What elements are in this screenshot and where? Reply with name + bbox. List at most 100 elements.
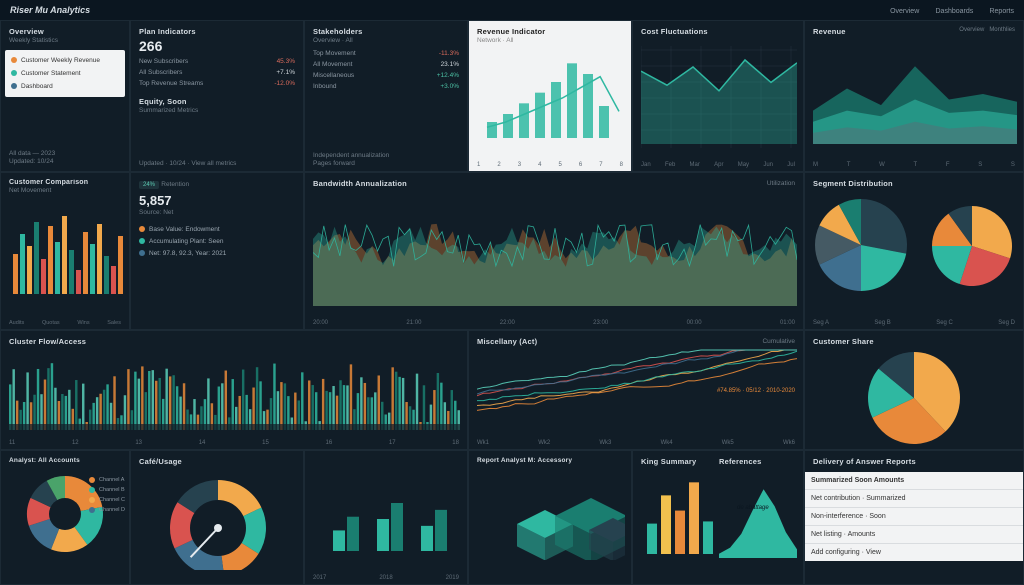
legend-item: Channel B (89, 485, 125, 495)
sidebar-sub: Weekly Statistics (9, 37, 121, 44)
panel-title: Cost Fluctuations (641, 27, 795, 36)
legend-big-label: Source: Net (139, 209, 295, 216)
spectrum-panel: Cluster Flow/Access 1112131415161718 (0, 330, 468, 450)
bars2-hill-panel: King Summary References de abattage (632, 450, 804, 585)
sidebar-card: Customer Weekly RevenueCustomer Statemen… (5, 50, 125, 97)
metrics-panel: Plan Indicators 266 New Subscribers45.3%… (130, 20, 304, 172)
area2-panel: Revenue Overview Monthlies MTWTFSS (804, 20, 1024, 172)
tab-link[interactable]: Monthlies (989, 27, 1015, 33)
panel-title: Equity, Soon (139, 97, 295, 106)
sidebar-item[interactable]: Customer Weekly Revenue (11, 54, 119, 67)
spectrum-chart (9, 346, 461, 432)
panel-title: Revenue (813, 27, 846, 36)
list-row: Miscellaneous+12.4% (313, 70, 459, 81)
panel-title: Report Analyst M: Accessory (477, 457, 623, 464)
legend-panel: 24% Retention 5,857 Source: Net Base Val… (130, 172, 304, 330)
panel-title: Stakeholders (313, 27, 459, 36)
grouped-bar-chart (313, 457, 461, 561)
bar-chart (9, 194, 123, 302)
panel-title: Revenue Indicator (477, 27, 623, 36)
metric-row: All Subscribers+7.1% (139, 67, 295, 78)
bar-chart (641, 466, 719, 562)
sidebar-footer: Updated: 10/24 (9, 158, 121, 165)
panel-sub: Cumulative (762, 338, 795, 346)
retention-badge: 24% (139, 181, 159, 189)
panel-title: Customer Share (813, 337, 1015, 346)
header-link[interactable]: Reports (989, 8, 1014, 15)
bar-panel: Customer Comparison Net Movement AuditsQ… (0, 172, 130, 330)
combo-chart-panel: Revenue Indicator Network · All 12345678 (468, 20, 632, 172)
panel-title: Customer Comparison (9, 179, 121, 186)
panel-title: Bandwidth Annualization (313, 179, 407, 188)
chart-label: #74.85% · 05/12 · 2010-2020 (717, 388, 795, 394)
legend-item: Channel C (89, 495, 125, 505)
table-row[interactable]: Non-interference · Soon (805, 507, 1023, 525)
panel-meta: Pages forward (313, 160, 459, 167)
legend-item: Channel D (89, 505, 125, 515)
panel-title: Miscellany (Act) (477, 337, 537, 346)
hill-badge: de abattage (737, 505, 769, 511)
legend-item: Base Value: Endowment (139, 226, 295, 233)
metric-row: New Subscribers45.3% (139, 56, 295, 67)
brand-title: Riser Mu Analytics (10, 5, 90, 15)
iso-panel: Report Analyst M: Accessory (468, 450, 632, 585)
panel-sub: Utilization (767, 180, 795, 188)
isometric-chart (477, 464, 625, 560)
legend-item: Channel A (89, 475, 125, 485)
table-header: Summarized Soon Amounts (805, 472, 1023, 489)
panel-title: Cluster Flow/Access (9, 337, 459, 346)
table-row[interactable]: Add configuring · View (805, 543, 1023, 561)
legend-item: Net: 97.8, 92.3, Year: 2021 (139, 250, 295, 257)
sidebar-item[interactable]: Dashboard (11, 80, 119, 93)
pie-chart (811, 195, 911, 295)
metric-row: Top Revenue Streams-12.0% (139, 78, 295, 89)
legend-big: 5,857 (139, 193, 295, 208)
gauge-chart (139, 466, 297, 570)
panel-title: Delivery of Answer Reports (813, 457, 1015, 466)
header-bar: Riser Mu Analytics Overview Dashboards R… (0, 0, 1024, 20)
multiline-panel: Miscellany (Act) Cumulative #74.85% · 05… (468, 330, 804, 450)
panel-title: Café/Usage (139, 457, 295, 466)
donut-panel: Analyst: All Accounts Channel AChannel B… (0, 450, 130, 585)
panel-meta: Independent annualization (313, 152, 459, 159)
panel-title: Segment Distribution (813, 179, 1015, 188)
tab-link[interactable]: Overview (959, 27, 984, 33)
panel-sub: Summarized Metrics (139, 107, 295, 114)
stakeholders-panel: Stakeholders Overview · All Top Movement… (304, 20, 468, 172)
badge-label: Retention (161, 181, 189, 188)
sidebar-panel: Overview Weekly Statistics Customer Week… (0, 20, 130, 172)
list-row: All Movement23.1% (313, 59, 459, 70)
stacked-area-chart (813, 36, 1017, 148)
panel-sub: Network · All (477, 37, 623, 44)
table-row[interactable]: Net listing · Amounts (805, 525, 1023, 543)
list-row: Top Movement-11.3% (313, 48, 459, 59)
panel-footer: Updated · 10/24 · View all metrics (139, 160, 236, 167)
panel-title: References (719, 457, 797, 466)
header-link[interactable]: Dashboards (936, 8, 974, 15)
header-links: Overview Dashboards Reports (876, 6, 1014, 15)
panel-title: Plan Indicators (139, 27, 295, 36)
table-panel: Delivery of Answer Reports Summarized So… (804, 450, 1024, 585)
header-link[interactable]: Overview (890, 8, 919, 15)
multi-line-chart (477, 346, 797, 428)
metric-big-value: 266 (139, 38, 295, 54)
grouped-bars-panel: 201720182019 (304, 450, 468, 585)
area-chart (641, 36, 797, 148)
panel-sub: Overview · All (313, 37, 459, 44)
panel-title: King Summary (641, 457, 719, 466)
sidebar-title: Overview (9, 27, 121, 36)
pie-chart (927, 201, 1017, 291)
table-row[interactable]: Net contribution · Summarized (805, 489, 1023, 507)
pies-panel: Segment Distribution Seg ASeg BSeg CSeg … (804, 172, 1024, 330)
pie3-panel: Customer Share (804, 330, 1024, 450)
gauge-panel: Café/Usage (130, 450, 304, 585)
wave-panel: Bandwidth Annualization Utilization 20:0… (304, 172, 804, 330)
pie-chart (859, 346, 969, 444)
legend-item: Accumulating Plant: Seen (139, 238, 295, 245)
area-chart (719, 466, 797, 562)
panel-title: Analyst: All Accounts (9, 457, 121, 464)
list-row: Inbound+3.0% (313, 81, 459, 92)
dense-line-chart (313, 188, 797, 306)
combo-chart (477, 44, 625, 144)
sidebar-item[interactable]: Customer Statement (11, 67, 119, 80)
